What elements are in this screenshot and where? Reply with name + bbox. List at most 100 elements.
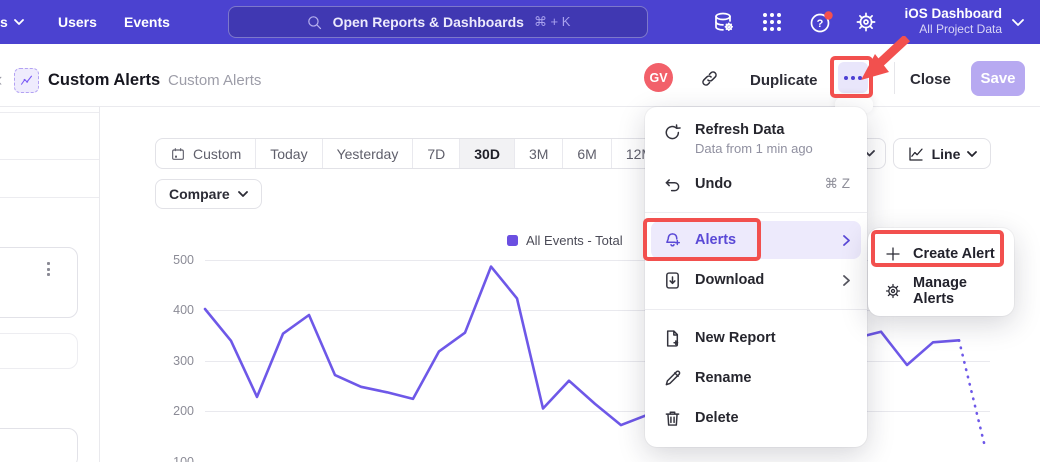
calendar-icon <box>172 147 184 160</box>
report-header: ‹ Custom Alerts Custom Alerts GV Duplica… <box>0 44 1040 107</box>
more-options-button[interactable] <box>838 62 868 93</box>
project-chevron-down-icon[interactable] <box>1012 19 1024 26</box>
menu-item-label: Delete <box>695 410 739 426</box>
submenu-item-label: Create Alert <box>913 245 995 262</box>
gridline <box>205 361 990 362</box>
undo-icon <box>662 174 683 195</box>
menu-item-label: Alerts <box>695 232 737 248</box>
project-name: iOS Dashboard <box>904 6 1002 21</box>
svg-text:?: ? <box>817 18 824 30</box>
y-axis-tick: 300 <box>173 354 194 368</box>
submenu-item-create-alert[interactable]: Create Alert <box>868 235 1014 272</box>
avatar[interactable]: GV <box>644 63 673 92</box>
chevron-down-icon <box>967 150 978 157</box>
menu-item-sublabel: Data from 1 min ago <box>695 141 813 156</box>
menu-divider <box>645 212 867 213</box>
y-axis-tick: 500 <box>173 253 194 267</box>
chevron-right-icon <box>843 234 850 246</box>
download-icon <box>662 270 683 291</box>
refresh-icon <box>662 122 683 143</box>
search-input[interactable]: Open Reports & Dashboards ⌘ + K <box>228 6 648 38</box>
menu-item-delete[interactable]: Delete <box>645 398 867 438</box>
menu-item-rename[interactable]: Rename <box>645 358 867 398</box>
gridline <box>205 411 990 412</box>
nav-item-partial-label: s <box>0 14 8 30</box>
menu-item-new-report[interactable]: New Report <box>645 318 867 358</box>
menu-item-download[interactable]: Download <box>645 259 867 301</box>
panel-divider <box>0 159 99 160</box>
panel-divider <box>0 197 99 198</box>
plus-icon <box>884 245 902 263</box>
panel-divider <box>0 112 99 113</box>
project-switcher[interactable]: iOS Dashboard All Project Data <box>904 5 1002 37</box>
nav-item-users[interactable]: Users <box>58 14 97 30</box>
menu-item-label: Rename <box>695 370 752 386</box>
date-range-yesterday[interactable]: Yesterday <box>323 139 414 168</box>
document-plus-icon <box>662 328 683 349</box>
menu-item-label: Undo <box>695 176 733 192</box>
help-icon[interactable]: ? <box>808 10 833 34</box>
menu-item-shortcut: ⌘ Z <box>824 176 851 191</box>
query-card[interactable] <box>0 428 78 462</box>
card-options-icon[interactable] <box>47 262 50 276</box>
header-divider <box>894 62 895 94</box>
nav-item-events[interactable]: Events <box>124 14 170 30</box>
search-icon <box>307 15 321 29</box>
gridline <box>205 260 990 261</box>
legend-swatch <box>507 235 518 246</box>
pencil-icon <box>662 368 683 389</box>
submenu-item-manage-alerts[interactable]: Manage Alerts <box>868 272 1014 309</box>
bell-plus-icon <box>662 230 683 251</box>
top-navigation-bar: s Users Events Open Reports & Dashboards… <box>0 0 1040 44</box>
settings-icon[interactable] <box>854 10 878 34</box>
copy-link-icon[interactable] <box>699 68 720 89</box>
menu-item-alerts[interactable]: Alerts <box>651 221 861 259</box>
chart-legend[interactable]: All Events - Total <box>507 233 623 248</box>
gear-icon <box>884 282 902 300</box>
menu-item-undo[interactable]: Undo ⌘ Z <box>645 164 867 204</box>
menu-item-label: Refresh Data <box>695 122 785 138</box>
menu-item-label: New Report <box>695 330 776 346</box>
data-icon[interactable] <box>712 10 736 34</box>
y-axis-tick: 200 <box>173 404 194 418</box>
nav-item-partial[interactable]: s <box>0 14 24 30</box>
report-type-icon <box>14 68 39 93</box>
chevron-down-icon <box>237 191 248 197</box>
y-axis-tick: 400 <box>173 303 194 317</box>
trash-icon <box>662 408 683 429</box>
legend-label: All Events - Total <box>526 233 623 248</box>
search-shortcut: ⌘ + K <box>533 14 571 29</box>
chevron-down-icon <box>13 19 24 25</box>
search-placeholder: Open Reports & Dashboards <box>332 14 524 30</box>
chart-line-dotted <box>957 338 987 449</box>
duplicate-button[interactable]: Duplicate <box>750 72 818 89</box>
query-card[interactable] <box>0 333 78 369</box>
project-scope: All Project Data <box>919 22 1002 36</box>
alerts-submenu: Create Alert Manage Alerts <box>868 228 1014 316</box>
notification-dot <box>824 11 833 20</box>
apps-grid-icon[interactable] <box>760 10 784 34</box>
collapse-sidebar-icon[interactable]: ‹ <box>0 70 2 92</box>
close-button[interactable]: Close <box>910 71 951 88</box>
y-axis-tick: 100 <box>173 455 194 462</box>
date-range-6m[interactable]: 6M <box>563 139 612 168</box>
date-range-3m[interactable]: 3M <box>515 139 564 168</box>
save-button[interactable]: Save <box>971 61 1025 96</box>
query-card[interactable] <box>0 247 78 318</box>
date-range-7d[interactable]: 7D <box>413 139 461 168</box>
panel-border <box>99 107 100 462</box>
page-title: Custom Alerts <box>48 71 161 89</box>
date-range-selector: Custom Today Yesterday 7D 30D 3M 6M 12M <box>155 138 669 169</box>
context-menu: Refresh Data Data from 1 min ago Undo ⌘ … <box>645 107 867 447</box>
line-chart-icon <box>908 146 923 161</box>
date-range-30d[interactable]: 30D <box>460 139 515 168</box>
menu-item-label: Download <box>695 272 765 288</box>
date-range-today[interactable]: Today <box>256 139 323 168</box>
chart-type-button[interactable]: Line <box>893 138 991 169</box>
compare-button[interactable]: Compare <box>155 179 262 209</box>
date-range-custom[interactable]: Custom <box>156 139 257 168</box>
menu-item-refresh-data[interactable]: Refresh Data Data from 1 min ago <box>645 116 867 164</box>
submenu-item-label: Manage Alerts <box>913 274 967 307</box>
breadcrumb: Custom Alerts <box>168 72 262 89</box>
chevron-right-icon <box>843 274 850 286</box>
